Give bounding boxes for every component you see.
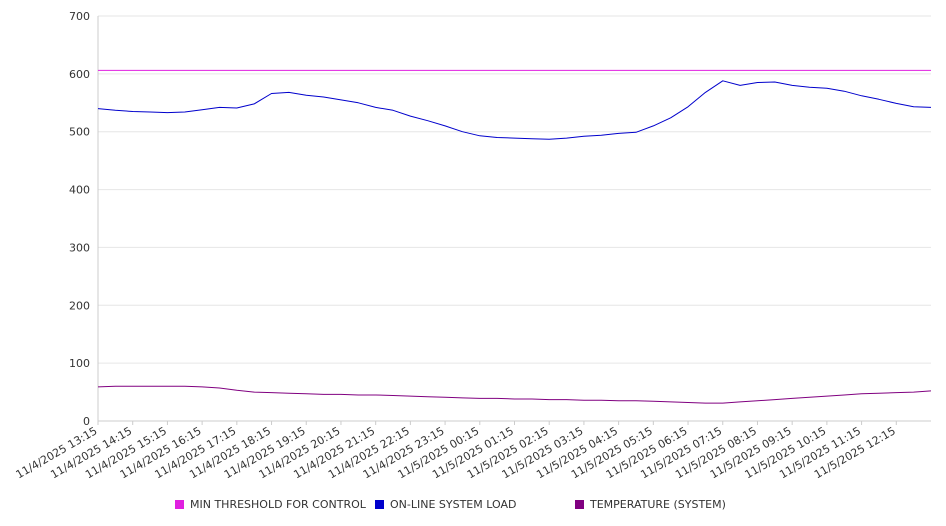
y-tick-label-700: 700 — [69, 10, 90, 23]
legend-item-temperature[interactable]: TEMPERATURE (SYSTEM) — [575, 498, 726, 511]
y-tick-label-500: 500 — [69, 126, 90, 139]
y-tick-label-0: 0 — [83, 415, 90, 428]
legend-swatch-system-load — [375, 500, 384, 509]
series-lines — [97, 69, 932, 404]
series-line-temperature-system[interactable] — [97, 385, 932, 404]
y-tick-label-200: 200 — [69, 299, 90, 312]
legend-swatch-min-threshold — [175, 500, 184, 509]
y-tick-label-600: 600 — [69, 68, 90, 81]
legend: MIN THRESHOLD FOR CONTROL ON-LINE SYSTEM… — [0, 498, 946, 514]
legend-item-system-load[interactable]: ON-LINE SYSTEM LOAD — [375, 498, 516, 511]
series-line-on-line-system-load[interactable] — [97, 80, 932, 140]
gridlines — [98, 15, 931, 364]
legend-label-temperature: TEMPERATURE (SYSTEM) — [590, 498, 726, 511]
legend-label-system-load: ON-LINE SYSTEM LOAD — [390, 498, 517, 511]
axes — [97, 16, 931, 425]
legend-item-min-threshold[interactable]: MIN THRESHOLD FOR CONTROL — [175, 498, 366, 511]
y-tick-label-300: 300 — [69, 241, 90, 254]
y-tick-label-400: 400 — [69, 184, 90, 197]
y-tick-label-100: 100 — [69, 357, 90, 370]
legend-swatch-temperature — [575, 500, 584, 509]
y-axis-tick-labels: 0 100 200 300 400 500 600 700 — [69, 10, 90, 428]
legend-label-min-threshold: MIN THRESHOLD FOR CONTROL — [190, 498, 366, 511]
